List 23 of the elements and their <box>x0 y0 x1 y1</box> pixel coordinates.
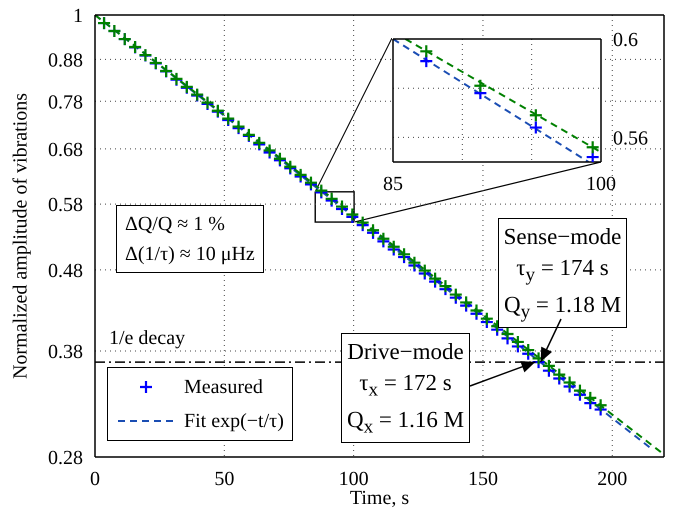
y-tick-label: 0.56 <box>613 128 648 150</box>
x-tick-label: 50 <box>214 468 234 490</box>
x-tick-label: 150 <box>468 468 498 490</box>
ref-line-label: 1/e decay <box>109 327 186 350</box>
x-tick-label: 0 <box>90 468 100 490</box>
y-tick-label: 0.6 <box>613 29 638 52</box>
annotation: Drive−mode τ$_{x}$ = 172 s Q$_{x}$ = 1.16 M <box>342 336 469 440</box>
y-tick-label: 1 <box>73 5 83 28</box>
y-tick-label: 0.88 <box>48 49 83 72</box>
legend-label: Measured <box>184 376 263 398</box>
annotation: ΔQ/Q ≈ 1 % Δ(1/τ) ≈ 10 μHz <box>125 212 255 267</box>
y-tick-label: 0.28 <box>48 447 83 470</box>
annotation: Sense−mode τ$_{y}$ = 174 s Q$_{y}$ = 1.18 M <box>499 221 626 325</box>
y-tick-label: 0.48 <box>48 260 83 282</box>
x-tick-label: 85 <box>383 173 403 196</box>
y-tick-label: 0.58 <box>48 194 83 216</box>
y-tick-label: 0.78 <box>48 91 83 114</box>
legend-label: Fit exp(−t/τ) <box>184 410 284 432</box>
y-tick-label: 0.68 <box>48 139 83 162</box>
y-tick-label: 0.38 <box>48 341 83 364</box>
y-axis-title: Normalized amplitude of vibrations <box>10 92 32 380</box>
x-tick-label: 200 <box>597 468 628 490</box>
x-tick-label: 100 <box>586 173 616 196</box>
